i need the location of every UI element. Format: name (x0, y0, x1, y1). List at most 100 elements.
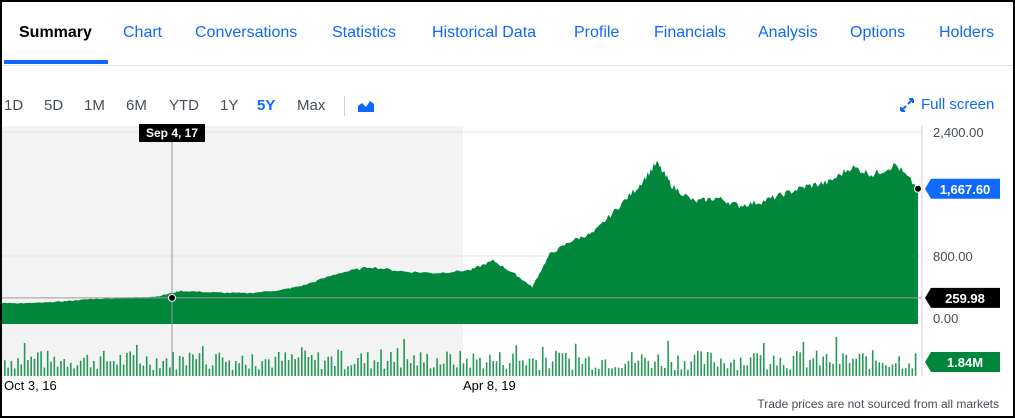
tab-analysis[interactable]: Analysis (758, 24, 818, 41)
volume-bar (508, 363, 511, 376)
tab-chart[interactable]: Chart (123, 24, 163, 41)
volume-bar (83, 357, 85, 376)
volume-bar (449, 354, 452, 376)
fullscreen-button[interactable]: Full screen (899, 96, 994, 113)
volume-bar (287, 360, 290, 376)
y-tick-label: 0.00 (933, 311, 958, 326)
volume-bar (891, 364, 894, 376)
volume-bar (327, 356, 329, 376)
volume-bar (119, 355, 122, 376)
volume-bar (914, 353, 917, 376)
trade-disclaimer: Trade prices are not sourced from all ma… (757, 397, 999, 411)
volume-bar (317, 352, 320, 376)
volume-bar (337, 349, 339, 376)
volume-bar (139, 363, 141, 376)
volume-bar (357, 358, 359, 376)
volume-bar (693, 354, 696, 376)
volume-bar (70, 363, 72, 376)
volume-bar (37, 352, 39, 376)
volume-bars (4, 337, 917, 376)
volume-bar (720, 358, 722, 376)
range-6m[interactable]: 6M (126, 97, 147, 114)
volume-bar (459, 350, 461, 376)
range-ytd[interactable]: YTD (169, 97, 199, 114)
volume-bar (815, 350, 818, 376)
volume-bar (512, 353, 514, 376)
volume-bar (568, 358, 570, 376)
volume-bar (706, 351, 709, 376)
tab-summary[interactable]: Summary (19, 24, 92, 41)
volume-bar (228, 360, 230, 376)
volume-bar (525, 365, 527, 376)
volume-bar (796, 351, 798, 376)
volume-bar (109, 361, 112, 376)
range-1y[interactable]: 1Y (220, 97, 239, 114)
volume-bar (284, 352, 287, 376)
volume-bar (584, 358, 587, 376)
volume-bar (442, 363, 445, 376)
range-max[interactable]: Max (297, 97, 326, 114)
range-5d[interactable]: 5D (44, 97, 64, 114)
volume-bar (868, 369, 871, 376)
volume-bar (386, 360, 389, 376)
volume-bar (261, 361, 263, 376)
tab-holders[interactable]: Holders (939, 24, 995, 41)
volume-bar (383, 368, 386, 376)
volume-bar (475, 359, 478, 376)
volume-bar (746, 365, 749, 376)
volume-bar (865, 356, 867, 376)
volume-bar (528, 358, 531, 376)
tab-conversations[interactable]: Conversations (195, 24, 298, 41)
crosshair-price-label: 259.98 (945, 291, 985, 306)
mountain-chart-icon[interactable] (358, 100, 374, 112)
volume-bar (888, 367, 890, 376)
range-1m[interactable]: 1M (84, 97, 105, 114)
volume-bar (607, 368, 610, 376)
volume-bar (561, 353, 564, 376)
tab-profile[interactable]: Profile (574, 24, 620, 41)
volume-bar (60, 361, 62, 376)
volume-bar (855, 358, 857, 376)
volume-bar (759, 355, 762, 376)
quote-tabs: Summary Chart Conversations Statistics H… (2, 2, 1013, 66)
crosshair-point (168, 293, 176, 302)
volume-bar (277, 351, 280, 376)
volume-bar (106, 361, 108, 376)
tab-options[interactable]: Options (850, 24, 906, 41)
volume-bar (792, 355, 795, 376)
volume-bar (373, 360, 376, 376)
volume-bar (307, 357, 310, 376)
volume-bar (89, 367, 92, 376)
volume-bar (132, 355, 135, 376)
volume-bar (304, 350, 306, 376)
volume-bar (522, 360, 524, 376)
tab-historical-data[interactable]: Historical Data (432, 24, 537, 41)
volume-bar (251, 354, 254, 376)
range-1d[interactable]: 1D (4, 97, 24, 114)
tab-financials[interactable]: Financials (654, 24, 727, 41)
volume-bar (195, 359, 197, 376)
volume-bar (690, 361, 692, 376)
volume-bar (838, 363, 841, 376)
volume-bar (334, 366, 336, 376)
volume-bar (225, 361, 227, 376)
volume-bar (301, 347, 303, 376)
volume-bar (591, 369, 593, 376)
volume-bar (99, 356, 102, 376)
volume-bar (571, 369, 574, 376)
volume-bar (235, 361, 237, 376)
volume-bar (614, 367, 617, 376)
volume-bar (436, 358, 438, 376)
volume-bar (670, 362, 673, 376)
volume-bar (172, 352, 174, 376)
volume-bar (479, 357, 481, 376)
volume-bar (852, 358, 854, 376)
volume-bar (495, 361, 498, 376)
volume-bar (439, 364, 442, 376)
range-5y[interactable]: 5Y (257, 97, 276, 114)
volume-bar (238, 363, 240, 376)
volume-bar (819, 365, 821, 376)
tab-statistics[interactable]: Statistics (332, 24, 397, 41)
volume-bar (485, 362, 488, 376)
